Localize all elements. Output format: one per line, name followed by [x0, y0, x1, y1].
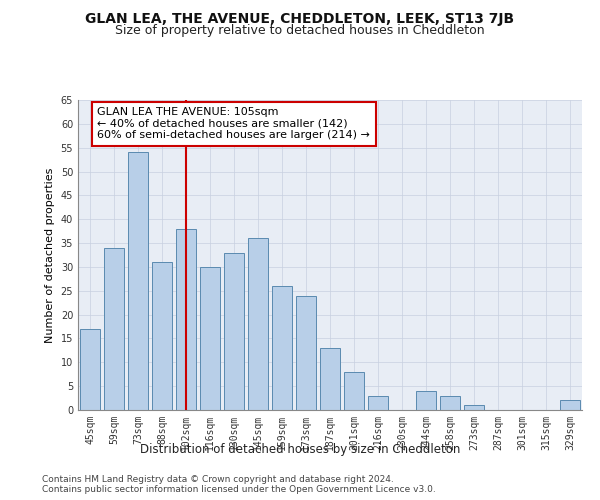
Bar	[272, 286, 292, 410]
Text: Contains public sector information licensed under the Open Government Licence v3: Contains public sector information licen…	[42, 485, 436, 494]
Bar	[176, 229, 196, 410]
Bar	[248, 238, 268, 410]
Y-axis label: Number of detached properties: Number of detached properties	[45, 168, 55, 342]
Bar	[440, 396, 460, 410]
Text: Size of property relative to detached houses in Cheddleton: Size of property relative to detached ho…	[115, 24, 485, 37]
Text: Contains HM Land Registry data © Crown copyright and database right 2024.: Contains HM Land Registry data © Crown c…	[42, 475, 394, 484]
Bar	[320, 348, 340, 410]
Bar	[344, 372, 364, 410]
Bar	[464, 405, 484, 410]
Text: Distribution of detached houses by size in Cheddleton: Distribution of detached houses by size …	[140, 442, 460, 456]
Bar	[128, 152, 148, 410]
Bar	[152, 262, 172, 410]
Bar	[416, 391, 436, 410]
Text: GLAN LEA, THE AVENUE, CHEDDLETON, LEEK, ST13 7JB: GLAN LEA, THE AVENUE, CHEDDLETON, LEEK, …	[85, 12, 515, 26]
Bar	[560, 400, 580, 410]
Bar	[80, 329, 100, 410]
Bar	[224, 252, 244, 410]
Bar	[368, 396, 388, 410]
Bar	[104, 248, 124, 410]
Bar	[200, 267, 220, 410]
Bar	[296, 296, 316, 410]
Text: GLAN LEA THE AVENUE: 105sqm
← 40% of detached houses are smaller (142)
60% of se: GLAN LEA THE AVENUE: 105sqm ← 40% of det…	[97, 107, 370, 140]
